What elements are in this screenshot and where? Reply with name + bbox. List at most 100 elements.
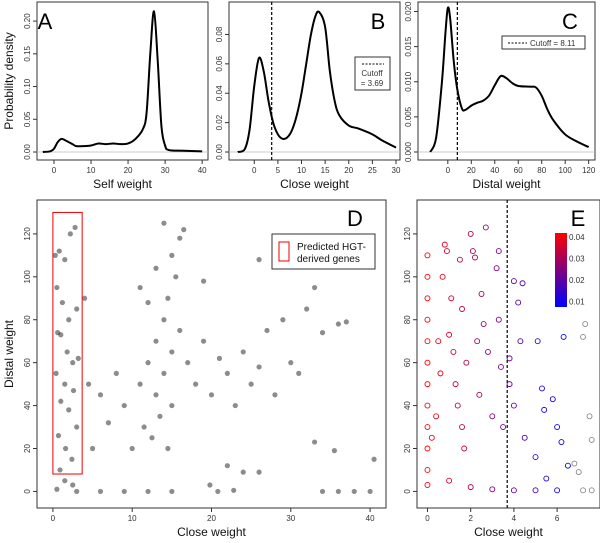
data-point — [153, 265, 159, 271]
y-tick-label: 0.020 — [404, 1, 413, 22]
data-point — [461, 445, 468, 452]
data-point — [145, 299, 151, 306]
panel-a: 0 10 20 30 40 0.00 0.05 0.10 0.15 0.20 Self weight… — [2, 1, 209, 191]
data-point — [424, 359, 431, 366]
data-point — [161, 220, 167, 226]
y-tick-label: 0.005 — [404, 106, 413, 127]
data-point — [371, 456, 377, 462]
data-point — [441, 241, 448, 248]
y-tick-label: 120 — [23, 227, 32, 241]
data-point — [506, 355, 513, 362]
data-point — [280, 317, 286, 323]
data-point — [311, 284, 318, 291]
data-point — [256, 364, 262, 370]
data-point — [215, 488, 221, 495]
data-point — [64, 349, 70, 355]
data-point — [62, 257, 68, 263]
y-tick-label: 100 — [403, 270, 412, 284]
data-point — [311, 439, 318, 445]
data-point — [66, 317, 72, 323]
data-point — [571, 460, 578, 467]
data-point — [424, 424, 431, 430]
data-point — [319, 330, 326, 336]
data-point — [52, 252, 58, 258]
data-point — [448, 295, 455, 302]
x-tick-label: 10 — [87, 166, 96, 175]
data-point — [161, 317, 167, 323]
data-point — [510, 278, 517, 285]
data-point — [54, 486, 60, 492]
x-tick-label: 15 — [321, 166, 330, 175]
data-point — [424, 445, 431, 452]
data-point — [452, 381, 459, 388]
data-point — [586, 413, 593, 420]
data-point — [181, 227, 187, 233]
data-point — [463, 359, 470, 366]
data-point — [240, 469, 246, 475]
legend-text: Cutoff — [361, 69, 383, 78]
panel-d: 0 10 20 30 40 0 20 40 60 80 100 120 Close weight Dist… — [2, 199, 387, 539]
data-point — [459, 306, 465, 312]
density-curve — [42, 10, 203, 153]
data-point — [62, 478, 68, 484]
data-point — [105, 420, 112, 426]
data-point — [177, 235, 183, 241]
data-point — [207, 482, 213, 488]
data-point — [343, 319, 349, 325]
data-point — [89, 445, 96, 452]
data-point — [580, 333, 586, 340]
x-axis-label: Close weight — [474, 525, 543, 539]
data-point — [72, 224, 78, 231]
data-point — [232, 402, 238, 409]
panel-label: C — [562, 9, 578, 34]
y-tick-label: 100 — [23, 270, 32, 284]
data-point — [424, 252, 431, 259]
x-tick-label: 40 — [198, 166, 207, 175]
data-point — [532, 487, 539, 494]
data-point — [476, 391, 483, 398]
data-point — [335, 488, 341, 495]
data-point — [521, 434, 528, 441]
data-point — [169, 488, 175, 495]
x-axis-label: Close weight — [280, 177, 349, 191]
data-point — [469, 248, 476, 255]
data-point — [351, 488, 357, 495]
y-tick-label: 40 — [23, 401, 32, 410]
data-point — [224, 370, 230, 376]
data-point — [500, 424, 507, 430]
y-tick-label: 0.015 — [404, 36, 413, 57]
density-curve — [429, 6, 590, 153]
data-point — [145, 488, 151, 495]
data-point — [53, 370, 59, 376]
data-point — [97, 488, 104, 495]
data-point — [224, 463, 230, 469]
x-tick-label: 60 — [514, 166, 523, 175]
x-tick-label: 20 — [124, 166, 133, 175]
data-point — [193, 381, 199, 387]
x-tick-label: 100 — [559, 166, 573, 175]
data-point — [450, 348, 457, 355]
x-tick-label: 0 — [51, 514, 56, 523]
x-tick-label: 0 — [446, 166, 451, 175]
data-point — [216, 355, 223, 361]
data-point — [59, 299, 66, 306]
data-point — [137, 284, 143, 291]
data-point — [588, 436, 595, 443]
data-point — [467, 230, 474, 237]
data-point — [456, 256, 463, 263]
data-point — [74, 424, 80, 430]
data-point — [169, 252, 175, 258]
data-point — [582, 321, 589, 327]
data-point — [231, 487, 237, 493]
x-tick-label: 10 — [297, 166, 306, 175]
data-point — [575, 469, 582, 476]
legend-text: Cutoff = 8.11 — [530, 39, 576, 48]
colorbar-label: 0.03 — [569, 255, 585, 264]
data-point — [67, 231, 73, 237]
panel-label: E — [571, 206, 586, 231]
plot-frame — [417, 1, 596, 161]
x-tick-label: 0 — [52, 166, 57, 175]
data-point — [169, 349, 175, 355]
x-tick-label: 2 — [468, 514, 473, 523]
